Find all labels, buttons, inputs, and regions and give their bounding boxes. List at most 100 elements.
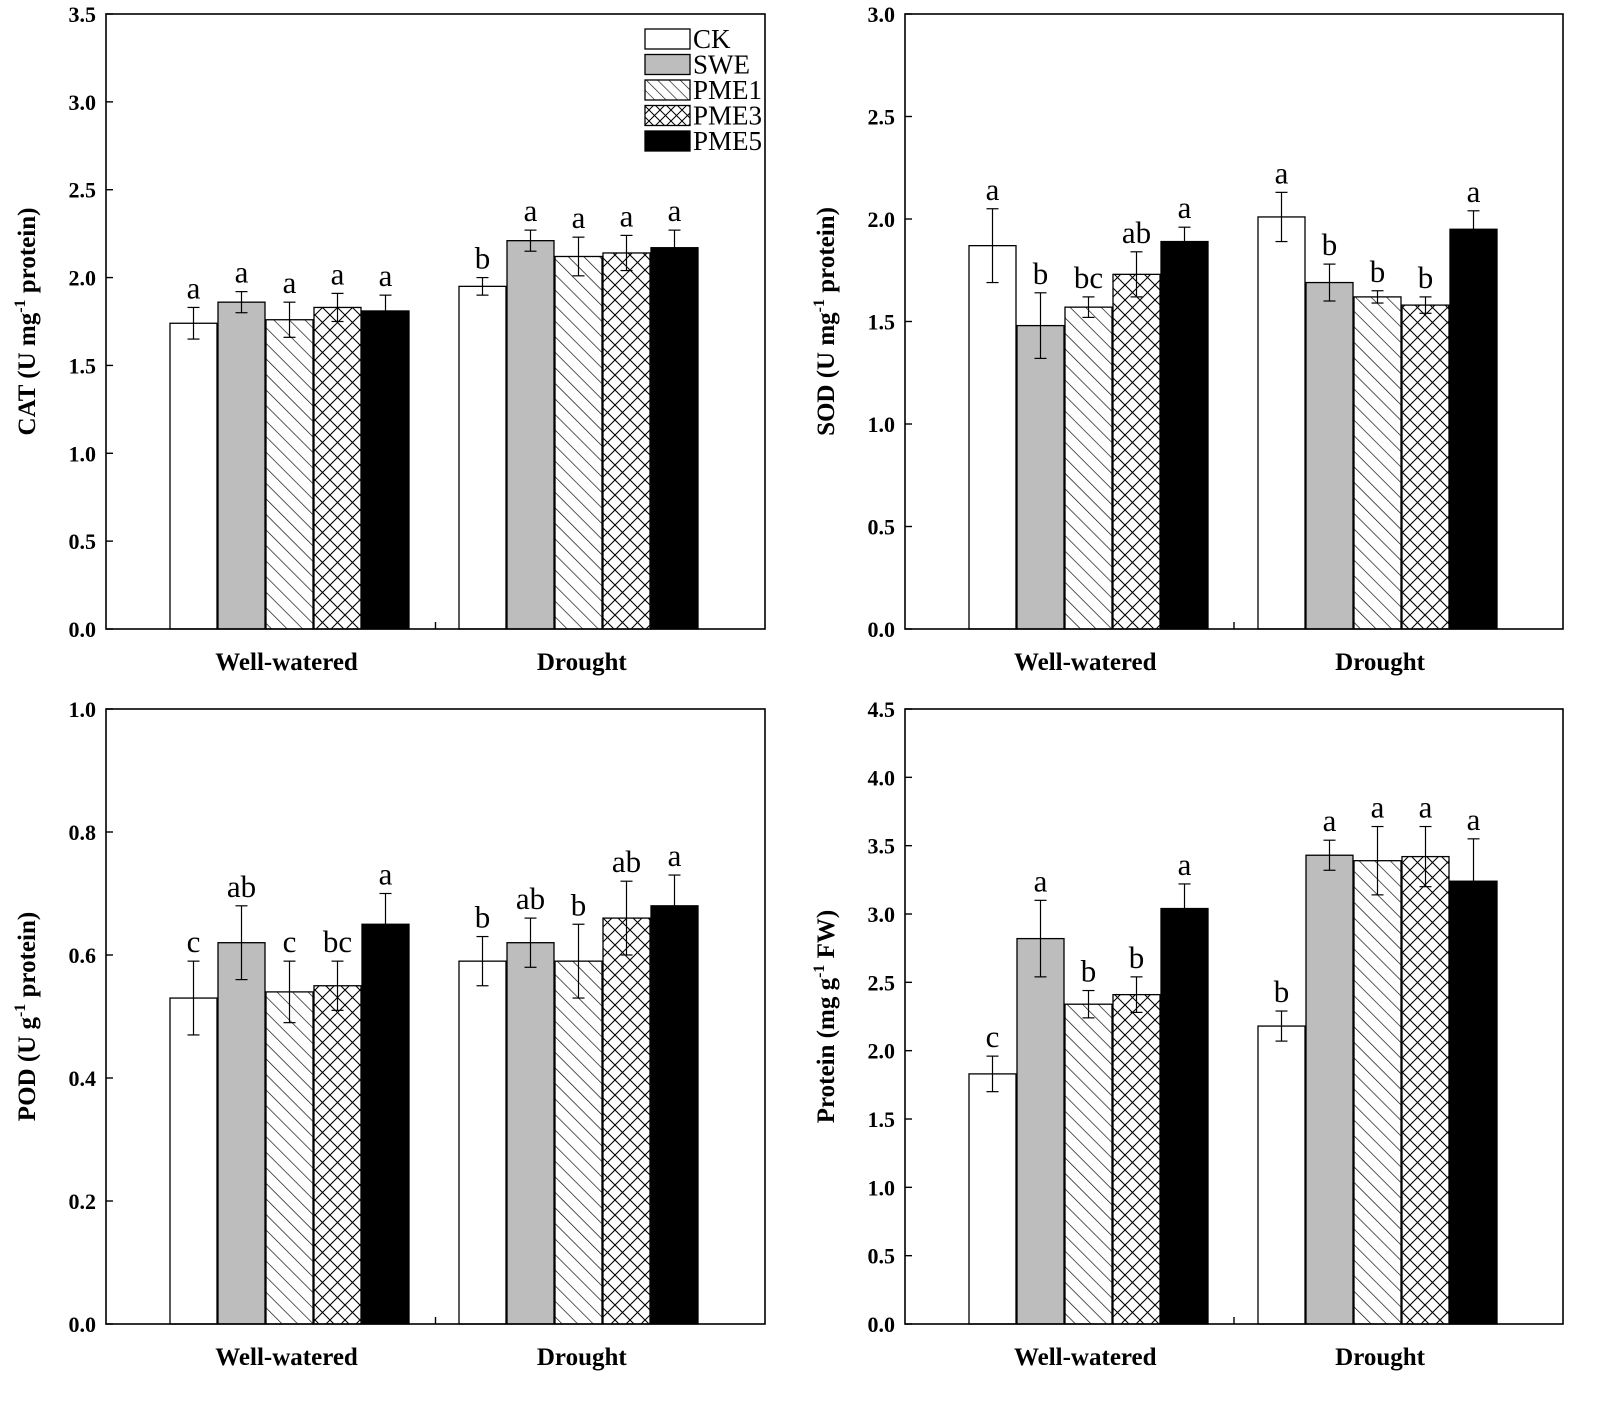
sod-errorbar-pme3-1 bbox=[1419, 296, 1432, 314]
sod-sig-label-pme5-0: a bbox=[1178, 190, 1192, 225]
sod-sig-label-ck-0: a bbox=[986, 172, 1000, 207]
cat-x-category-label: Drought bbox=[537, 649, 628, 676]
sod-y-axis-title: SOD (U mg-1 protein) bbox=[811, 207, 840, 436]
cat-y-tick-label: 0.5 bbox=[69, 529, 97, 554]
sod-y-tick-label: 1.5 bbox=[868, 310, 896, 335]
sod-y-tick-label: 2.0 bbox=[868, 207, 896, 232]
sod-sig-label-pme3-1: b bbox=[1418, 260, 1434, 295]
pod-y-tick-label: 0.6 bbox=[69, 943, 97, 968]
pod-sig-label-pme5-1: a bbox=[668, 838, 682, 873]
pod-bar-swe-0 bbox=[217, 942, 266, 1325]
cat-bar-ck-0 bbox=[169, 322, 218, 630]
protein-sig-label-swe-0: a bbox=[1034, 863, 1048, 898]
pod-bar-pme3-1 bbox=[602, 917, 651, 1325]
pod-bar-pme1-1 bbox=[554, 960, 603, 1325]
sod-sig-label-pme1-0: bc bbox=[1074, 260, 1103, 295]
sod-errorbar-swe-0 bbox=[1034, 292, 1047, 359]
protein-bar-swe-1 bbox=[1305, 854, 1354, 1325]
cat-errorbar-ck-0 bbox=[187, 306, 200, 340]
cat-bar-pme1-0 bbox=[265, 319, 314, 630]
protein-sig-label-pme1-1: a bbox=[1371, 790, 1385, 825]
pod-bar-ck-1 bbox=[458, 960, 507, 1325]
protein-errorbar-swe-1 bbox=[1323, 839, 1336, 871]
protein-y-axis-title: Protein (mg g-1 FW) bbox=[811, 910, 840, 1124]
pod-bar-swe-1 bbox=[506, 942, 555, 1325]
cat-errorbar-swe-1 bbox=[524, 229, 537, 252]
cat-sig-label-ck-0: a bbox=[187, 270, 201, 305]
protein-bar-pme5-0 bbox=[1160, 907, 1209, 1325]
protein-errorbar-swe-0 bbox=[1034, 899, 1047, 978]
cat-bar-pme5-0 bbox=[361, 310, 410, 630]
sod-y-tick-label: 0.5 bbox=[868, 515, 896, 540]
protein-sig-label-pme5-1: a bbox=[1467, 802, 1481, 837]
pod-x-category-label: Well-watered bbox=[215, 1344, 358, 1371]
cat-sig-label-pme1-1: a bbox=[572, 200, 586, 235]
protein-bar-pme5-1 bbox=[1449, 880, 1498, 1325]
cat-errorbar-pme1-0 bbox=[283, 301, 296, 338]
sod-errorbar-pme3-0 bbox=[1130, 251, 1143, 298]
cat-x-category-label: Well-watered bbox=[215, 649, 358, 676]
pod-y-tick-label: 0.8 bbox=[69, 820, 97, 845]
pod-sig-label-swe-0: ab bbox=[227, 869, 256, 904]
pod-bar-pme1-0 bbox=[265, 991, 314, 1325]
cat-y-tick-label: 2.5 bbox=[69, 178, 97, 203]
protein-y-tick-label: 4.5 bbox=[868, 697, 896, 722]
sod-bar-pme3-1 bbox=[1401, 304, 1450, 630]
cat-bar-pme3-0 bbox=[313, 306, 362, 630]
protein-chart-panel: cbaababaaa0.00.51.01.52.02.53.03.54.04.5… bbox=[811, 697, 1564, 1371]
protein-bar-pme3-1 bbox=[1401, 855, 1450, 1325]
protein-sig-label-pme1-0: b bbox=[1081, 954, 1097, 989]
cat-y-tick-label: 1.5 bbox=[69, 353, 97, 378]
protein-bar-ck-1 bbox=[1257, 1025, 1306, 1325]
cat-errorbar-pme1-1 bbox=[572, 236, 585, 277]
protein-y-tick-label: 0.5 bbox=[868, 1244, 896, 1269]
cat-errorbar-pme3-0 bbox=[331, 292, 344, 323]
pod-sig-label-ck-0: c bbox=[187, 924, 201, 959]
sod-errorbar-swe-1 bbox=[1323, 263, 1336, 302]
protein-x-category-label: Well-watered bbox=[1014, 1344, 1157, 1371]
protein-y-tick-label: 2.0 bbox=[868, 1039, 896, 1064]
cat-y-tick-label: 2.0 bbox=[69, 266, 97, 291]
pod-bar-pme3-0 bbox=[313, 985, 362, 1325]
legend-swatch-pme1 bbox=[644, 79, 691, 101]
pod-y-tick-label: 0.4 bbox=[69, 1066, 97, 1091]
sod-sig-label-pme3-0: ab bbox=[1122, 215, 1151, 250]
protein-errorbar-pme5-1 bbox=[1467, 838, 1480, 925]
sod-y-tick-label: 1.0 bbox=[868, 412, 896, 437]
cat-bar-swe-1 bbox=[506, 240, 555, 630]
protein-y-tick-label: 0.0 bbox=[868, 1312, 896, 1337]
pod-sig-label-swe-1: ab bbox=[516, 881, 545, 916]
pod-y-axis-title: POD (U g-1 protein) bbox=[12, 912, 41, 1121]
protein-sig-label-pme3-1: a bbox=[1419, 790, 1433, 825]
pod-sig-label-pme3-1: ab bbox=[612, 844, 641, 879]
pod-bar-pme5-0 bbox=[361, 923, 410, 1325]
cat-sig-label-pme5-1: a bbox=[668, 193, 682, 228]
pod-bar-ck-0 bbox=[169, 997, 218, 1325]
protein-errorbar-ck-0 bbox=[986, 1055, 999, 1093]
sod-y-tick-label: 3.0 bbox=[868, 2, 896, 27]
pod-y-tick-label: 0.0 bbox=[69, 1312, 97, 1337]
pod-errorbar-pme1-1 bbox=[572, 923, 585, 999]
protein-sig-label-swe-1: a bbox=[1323, 803, 1337, 838]
cat-sig-label-swe-0: a bbox=[235, 255, 249, 290]
protein-errorbar-pme5-0 bbox=[1178, 883, 1191, 934]
sod-sig-label-pme5-1: a bbox=[1467, 174, 1481, 209]
pod-sig-label-pme3-0: bc bbox=[323, 924, 352, 959]
cat-errorbar-pme3-1 bbox=[620, 234, 633, 272]
pod-sig-label-pme1-0: c bbox=[283, 924, 297, 959]
protein-errorbar-ck-1 bbox=[1275, 1010, 1288, 1042]
pod-errorbar-ck-0 bbox=[187, 960, 200, 1036]
legend-swatch-pme5 bbox=[644, 130, 691, 152]
protein-errorbar-pme1-0 bbox=[1082, 989, 1095, 1019]
protein-bar-pme1-1 bbox=[1353, 860, 1402, 1325]
cat-errorbar-ck-1 bbox=[476, 276, 489, 296]
cat-bar-pme1-1 bbox=[554, 255, 603, 630]
cat-chart-panel: abaaaaaaaa0.00.51.01.52.02.53.03.5Well-w… bbox=[12, 2, 766, 676]
pod-y-tick-label: 0.2 bbox=[69, 1189, 97, 1214]
pod-x-category-label: Drought bbox=[537, 1344, 628, 1371]
pod-sig-label-pme1-1: b bbox=[571, 887, 587, 922]
pod-errorbar-pme3-1 bbox=[620, 880, 633, 956]
legend-label-pme5: PME5 bbox=[693, 126, 762, 156]
cat-sig-label-pme3-0: a bbox=[331, 256, 345, 291]
legend-label-ck: CK bbox=[693, 24, 731, 54]
